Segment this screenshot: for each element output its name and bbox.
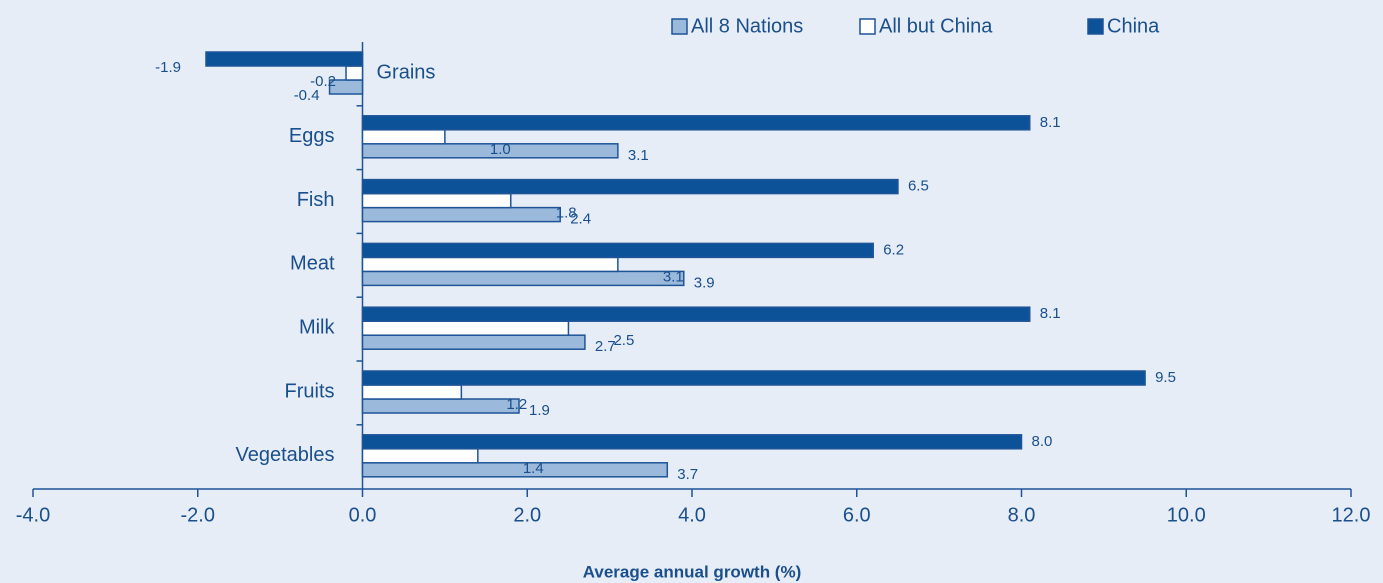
- x-tick-label: 2.0: [513, 504, 541, 526]
- value-label: 8.1: [1040, 114, 1061, 131]
- category-label: Meat: [290, 253, 335, 275]
- category-label: Milk: [299, 316, 336, 338]
- x-tick-label: 4.0: [678, 504, 706, 526]
- category-label: Fruits: [285, 380, 335, 402]
- bar: [345, 65, 364, 81]
- x-tick-label: 6.0: [843, 504, 871, 526]
- value-label: 3.1: [663, 268, 684, 285]
- bar: [361, 434, 1023, 450]
- category-label: Fish: [297, 189, 335, 211]
- legend-label: China: [1107, 15, 1160, 37]
- category-label: Grains: [377, 61, 436, 83]
- x-tick-label: 8.0: [1008, 504, 1036, 526]
- bar: [361, 143, 619, 159]
- value-label: 6.2: [883, 241, 904, 258]
- legend-swatch: [859, 18, 876, 35]
- value-label: 3.7: [677, 466, 698, 483]
- bar: [361, 306, 1031, 322]
- bar: [361, 192, 512, 209]
- legend-swatch: [671, 18, 688, 35]
- value-label: 2.7: [595, 338, 616, 355]
- bar: [361, 462, 669, 478]
- bar: [205, 51, 364, 67]
- x-tick-label: 0.0: [349, 504, 377, 526]
- category-label: Vegetables: [236, 444, 335, 466]
- bar: [361, 115, 1031, 131]
- bar: [361, 206, 561, 223]
- value-label: 2.5: [613, 332, 634, 349]
- x-tick-label: -2.0: [181, 504, 215, 526]
- value-label: 1.0: [490, 141, 511, 158]
- x-tick-label: 10.0: [1167, 504, 1206, 526]
- legend-swatch: [1087, 18, 1104, 35]
- value-label: 1.4: [523, 460, 544, 477]
- x-tick-label: -4.0: [16, 504, 50, 526]
- legend-label: All but China: [879, 15, 993, 37]
- category-label: Eggs: [289, 125, 335, 147]
- legend-label: All 8 Nations: [691, 15, 803, 37]
- bar: [361, 242, 874, 259]
- x-tick-label: 12.0: [1332, 504, 1371, 526]
- bar: [361, 129, 446, 145]
- value-label: -1.9: [155, 59, 181, 76]
- value-label: -0.2: [310, 73, 336, 90]
- bar: [361, 398, 520, 414]
- value-label: 6.5: [908, 178, 929, 195]
- value-label: 3.9: [694, 274, 715, 291]
- bar: [361, 384, 463, 400]
- value-label: 2.4: [570, 211, 591, 228]
- bar: [361, 334, 586, 350]
- value-label: 3.1: [628, 147, 649, 164]
- bar: [361, 270, 685, 287]
- value-label: 8.0: [1032, 433, 1053, 450]
- bar: [361, 178, 899, 195]
- bar: [361, 370, 1146, 386]
- value-label: 1.8: [556, 205, 577, 222]
- bar: [361, 256, 619, 273]
- value-label: 8.1: [1040, 305, 1061, 322]
- bar: [361, 448, 479, 464]
- value-label: -0.4: [294, 87, 320, 104]
- bar: [361, 320, 570, 336]
- x-axis-title: Average annual growth (%): [583, 562, 802, 581]
- value-label: 9.5: [1155, 369, 1176, 386]
- value-label: 1.2: [506, 396, 527, 413]
- value-label: 1.9: [529, 402, 550, 419]
